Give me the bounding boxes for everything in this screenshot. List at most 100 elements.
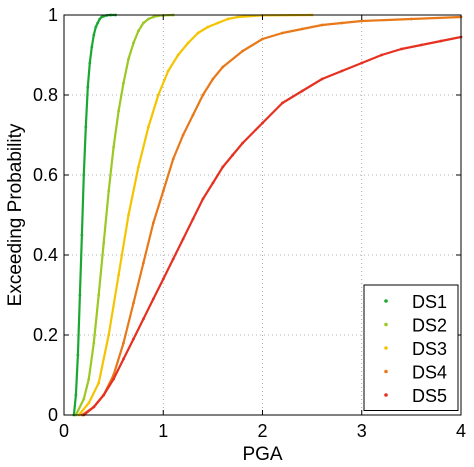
- data-point: [191, 217, 195, 221]
- data-point: [340, 21, 344, 25]
- data-point: [112, 377, 115, 381]
- y-tick-label: 1: [48, 5, 58, 25]
- data-point: [78, 293, 82, 297]
- series-line-ds4: [80, 15, 463, 417]
- data-point: [74, 393, 78, 397]
- data-point: [171, 257, 175, 261]
- data-point: [87, 377, 91, 381]
- data-point: [161, 189, 165, 193]
- data-point: [320, 77, 324, 81]
- data-point: [132, 337, 135, 341]
- data-point: [82, 173, 86, 177]
- legend-label: DS4: [412, 363, 447, 383]
- data-point: [281, 31, 284, 35]
- data-point: [102, 241, 106, 245]
- data-point: [142, 261, 145, 265]
- data-point: [132, 301, 135, 305]
- data-point: [97, 293, 101, 297]
- data-point: [76, 353, 80, 357]
- data-point: [92, 405, 96, 409]
- data-point: [92, 341, 96, 345]
- legend-item: DS5: [384, 386, 447, 406]
- data-point: [410, 17, 413, 21]
- data-point: [340, 69, 344, 73]
- x-tick-label: 0: [59, 421, 69, 441]
- data-point: [117, 109, 120, 113]
- data-point: [142, 21, 145, 25]
- data-point: [122, 357, 125, 361]
- data-point: [360, 61, 364, 65]
- data-point: [142, 317, 145, 321]
- data-point: [221, 65, 225, 69]
- data-point: [90, 45, 94, 49]
- legend: DS1 DS2 DS3 DS4 DS5: [363, 284, 459, 411]
- data-point: [92, 33, 96, 37]
- x-tick-label: 2: [257, 421, 267, 441]
- data-point: [98, 17, 102, 21]
- data-point: [102, 14, 106, 18]
- data-point: [86, 85, 90, 89]
- data-point: [107, 333, 111, 337]
- data-point: [147, 17, 150, 21]
- data-point: [236, 15, 240, 19]
- series-layer: [72, 13, 463, 417]
- legend-label: DS2: [412, 316, 447, 336]
- legend-marker: [384, 369, 388, 374]
- data-point: [97, 381, 101, 385]
- y-axis: 0 0.2 0.4 0.6 0.8 1: [33, 5, 461, 425]
- data-point: [360, 19, 364, 23]
- data-point: [181, 133, 185, 137]
- data-point: [151, 221, 155, 225]
- data-point: [161, 277, 165, 281]
- data-point: [107, 189, 111, 193]
- data-point: [241, 141, 245, 145]
- data-point: [300, 89, 304, 93]
- data-point: [166, 69, 170, 73]
- data-point: [281, 101, 284, 105]
- series-ds1: [72, 13, 117, 417]
- data-point: [196, 31, 200, 35]
- legend-item: DS3: [384, 339, 447, 359]
- legend-marker: [384, 299, 388, 303]
- data-point: [147, 125, 150, 129]
- series-ds2: [74, 13, 175, 417]
- data-point: [206, 25, 210, 29]
- x-tick-label: 3: [357, 421, 367, 441]
- data-point: [127, 213, 130, 217]
- data-point: [156, 93, 160, 97]
- legend-box: [363, 284, 459, 411]
- data-point: [300, 27, 304, 31]
- data-point: [137, 29, 140, 33]
- x-tick-label: 1: [158, 421, 168, 441]
- data-point: [87, 401, 91, 405]
- data-point: [132, 41, 135, 45]
- legend-item: DS1: [384, 292, 447, 312]
- data-point: [241, 49, 245, 53]
- data-point: [127, 57, 130, 61]
- series-line-ds1: [72, 13, 117, 417]
- data-point: [137, 165, 140, 169]
- data-point: [122, 341, 125, 345]
- data-point: [102, 393, 106, 397]
- data-point: [117, 273, 120, 277]
- y-tick-label: 0: [48, 405, 58, 425]
- legend-marker: [384, 346, 388, 350]
- legend-label: DS1: [412, 292, 447, 312]
- data-point: [191, 113, 195, 117]
- legend-label: DS5: [412, 386, 447, 406]
- series-ds3: [77, 13, 314, 417]
- data-point: [221, 165, 225, 169]
- legend-marker: [384, 393, 388, 397]
- data-point: [122, 81, 125, 85]
- data-point: [320, 23, 324, 27]
- series-ds5: [82, 35, 463, 417]
- data-point: [151, 297, 155, 301]
- data-point: [84, 125, 88, 129]
- y-axis-label: Exceeding Probability: [5, 123, 26, 306]
- data-point: [201, 93, 205, 97]
- grid: [64, 15, 461, 415]
- data-point: [216, 21, 220, 25]
- data-point: [439, 39, 443, 43]
- data-point: [82, 397, 86, 401]
